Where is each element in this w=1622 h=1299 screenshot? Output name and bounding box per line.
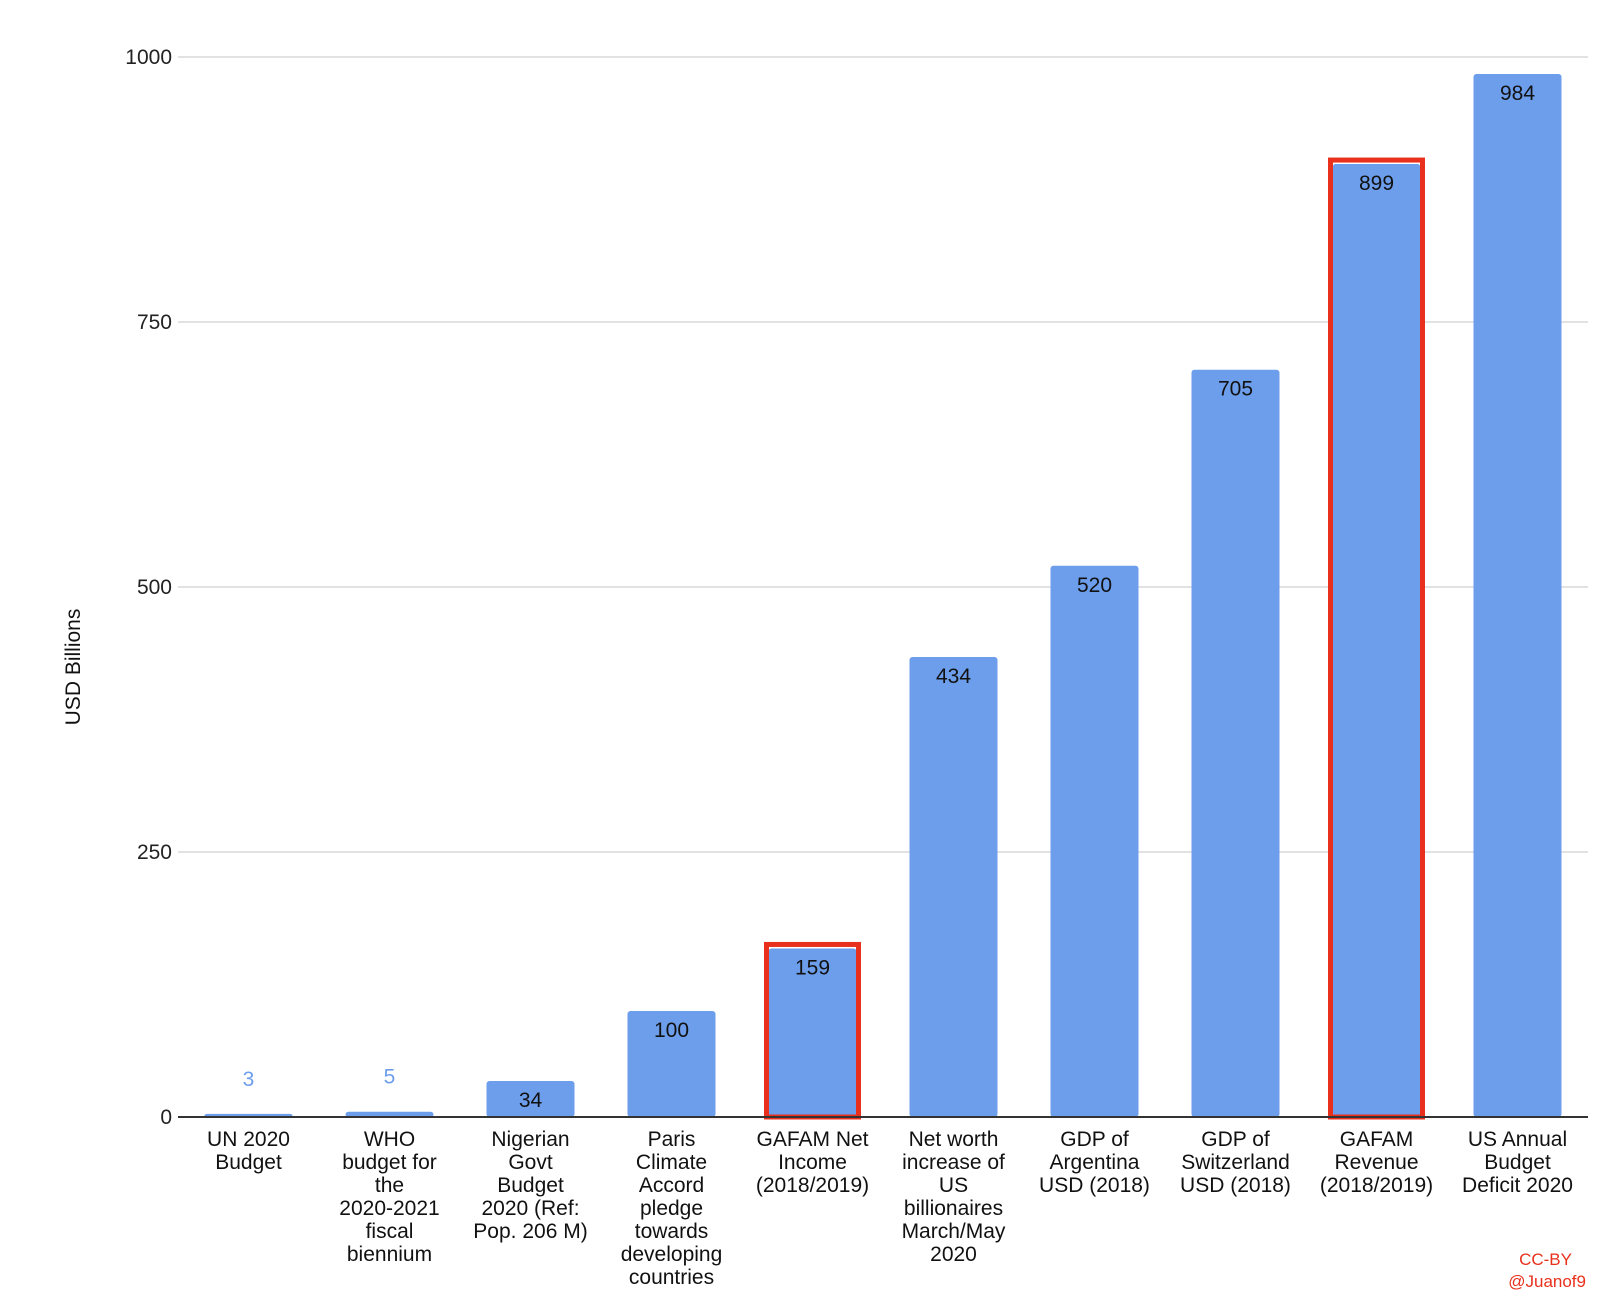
x-category-label-line: fiscal <box>366 1220 414 1243</box>
x-category-label-line: Budget <box>1484 1151 1551 1174</box>
y-axis-title: USD Billions <box>62 609 85 726</box>
x-category-label: GDP of Switzerland USD (2018) <box>1180 1128 1291 1197</box>
x-category-label-line: 2020-2021 <box>339 1197 439 1220</box>
x-category-label-line: the <box>375 1174 404 1197</box>
x-category-label: Net worth increase of US billionaires March/… <box>902 1128 1006 1266</box>
y-tick-label: 0 <box>160 1106 172 1129</box>
x-category-label-line: Climate <box>636 1151 707 1174</box>
x-category-label-line: Income <box>778 1151 847 1174</box>
x-category-label-line: Govt <box>508 1151 553 1174</box>
data-label: 3 <box>243 1068 255 1091</box>
x-category-label: GDP of Argentina USD (2018) <box>1039 1128 1150 1197</box>
x-category-label-line: Nigerian <box>491 1128 569 1151</box>
x-category-label-line: Net worth <box>909 1128 999 1151</box>
x-category-label-line: USD (2018) <box>1039 1174 1150 1197</box>
x-category-label-line: US Annual <box>1468 1128 1567 1151</box>
bar <box>1191 369 1280 1117</box>
data-label: 5 <box>384 1066 396 1089</box>
credit-license: CC-BY <box>1519 1250 1572 1269</box>
x-category-label-line: (2018/2019) <box>756 1174 869 1197</box>
x-category-label-line: US <box>939 1174 968 1197</box>
x-category-label: Nigerian Govt Budget 2020 (Ref: Pop. 206 M) <box>473 1128 587 1243</box>
x-category-label: UN 2020 Budget <box>207 1128 290 1174</box>
x-category-label-line: Accord <box>639 1174 704 1197</box>
x-category-label-line: Budget <box>497 1174 564 1197</box>
x-category-label-line: Budget <box>215 1151 282 1174</box>
x-category-label: WHO budget for the 2020-2021 fiscal biennium <box>339 1128 439 1266</box>
y-tick-label: 1000 <box>125 46 172 69</box>
credit-author: @Juanof9 <box>1508 1272 1586 1291</box>
x-category-label: US Annual Budget Deficit 2020 <box>1462 1128 1573 1197</box>
y-tick-label: 250 <box>137 841 172 864</box>
bar <box>1332 164 1421 1117</box>
bars <box>204 73 1562 1118</box>
bar <box>345 1111 434 1117</box>
data-labels: 3 5 34 100 159 434 520 705 899 984 <box>243 82 1536 1112</box>
data-label: 159 <box>795 956 830 979</box>
x-category-label-line: billionaires <box>904 1197 1003 1220</box>
data-label: 899 <box>1359 172 1394 195</box>
x-category-label: GAFAM Revenue (2018/2019) <box>1320 1128 1433 1197</box>
bar <box>1473 73 1562 1118</box>
x-category-label-line: pledge <box>640 1197 703 1220</box>
x-category-label: Paris Climate Accord pledge towards developin… <box>621 1128 723 1289</box>
x-category-label-line: March/May <box>902 1220 1006 1243</box>
x-category-label-line: towards <box>635 1220 709 1243</box>
x-category-label-line: (2018/2019) <box>1320 1174 1433 1197</box>
data-label: 984 <box>1500 82 1535 105</box>
x-category-label-line: countries <box>629 1266 714 1289</box>
data-label: 520 <box>1077 574 1112 597</box>
bar <box>768 948 857 1117</box>
x-category-label-line: GAFAM Net <box>756 1128 868 1151</box>
x-category-label-line: Pop. 206 M) <box>473 1220 587 1243</box>
x-category-label-line: GAFAM <box>1340 1128 1414 1151</box>
x-category-label-line: Argentina <box>1050 1151 1140 1174</box>
x-category-label-line: developing <box>621 1243 723 1266</box>
bar <box>909 656 998 1117</box>
x-category-label-line: USD (2018) <box>1180 1174 1291 1197</box>
y-tick-label: 500 <box>137 576 172 599</box>
x-category-label-line: Paris <box>648 1128 696 1151</box>
data-label: 34 <box>519 1089 543 1112</box>
x-category-label-line: WHO <box>364 1128 415 1151</box>
x-category-label-line: Revenue <box>1334 1151 1418 1174</box>
bar <box>1050 565 1139 1117</box>
x-category-label-line: biennium <box>347 1243 432 1266</box>
data-label: 100 <box>654 1019 689 1042</box>
x-category-label-line: GDP of <box>1060 1128 1129 1151</box>
x-category-label-line: 2020 <box>930 1243 977 1266</box>
x-category-label-line: UN 2020 <box>207 1128 290 1151</box>
data-label: 434 <box>936 665 971 688</box>
x-category-label-line: increase of <box>902 1151 1005 1174</box>
x-category-label-line: budget for <box>342 1151 437 1174</box>
bar <box>486 1080 575 1117</box>
y-axis-ticks: 0 250 500 750 1000 <box>125 46 172 1129</box>
x-category-label-line: Deficit 2020 <box>1462 1174 1573 1197</box>
x-category-label: GAFAM Net Income (2018/2019) <box>756 1128 869 1197</box>
bar <box>627 1011 716 1117</box>
y-tick-label: 750 <box>137 311 172 334</box>
x-category-label-line: Switzerland <box>1181 1151 1290 1174</box>
data-label: 705 <box>1218 378 1253 401</box>
x-category-label-line: 2020 (Ref: <box>481 1197 579 1220</box>
x-category-label-line: GDP of <box>1201 1128 1270 1151</box>
